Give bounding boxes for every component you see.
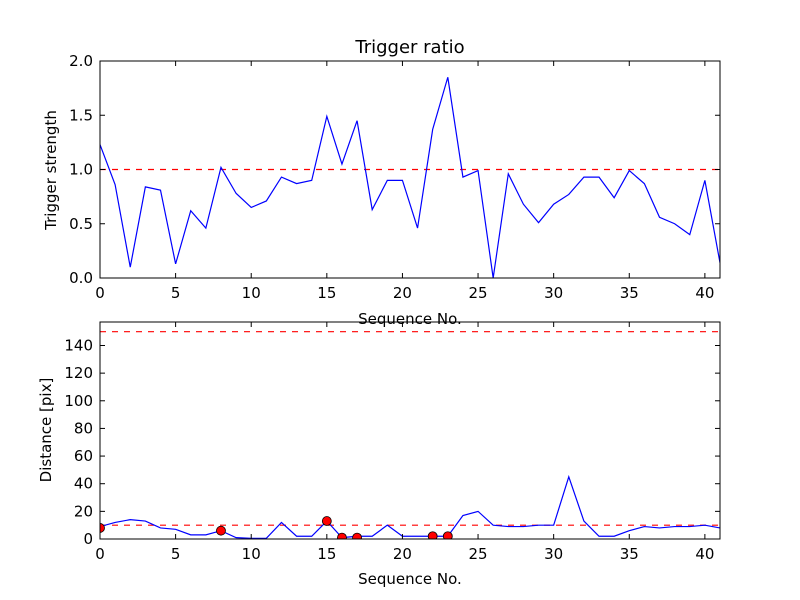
distance-y-axis-label: Distance [pix] <box>37 378 55 483</box>
distance-y-tick-label: 60 <box>74 447 93 465</box>
trigger-axes-frame <box>99 60 721 279</box>
distance-marker-point <box>321 516 332 526</box>
distance-axis-ticks: 0 5 10 15 20 25 30 35 40 0 20 40 60 80 100 120 140 <box>64 322 720 563</box>
trigger-x-tick-label: 10 <box>242 284 261 302</box>
distance-y-tick-label: 140 <box>64 336 93 354</box>
distance-y-tick-label: 80 <box>74 419 93 437</box>
trigger-y-axis-label: Trigger strength <box>42 110 60 231</box>
distance-y-tick-label: 20 <box>74 502 93 520</box>
distance-chart: 0 5 10 15 20 25 30 35 40 0 20 40 60 80 100 120 140 Seque… <box>37 321 721 588</box>
distance-marker-point <box>337 532 347 539</box>
distance-y-tick-label: 0 <box>83 530 93 548</box>
trigger-x-tick-label: 35 <box>620 284 639 302</box>
trigger-plot-area <box>100 77 720 278</box>
trigger-y-tick-label: 0.5 <box>69 215 93 233</box>
trigger-x-tick-label: 40 <box>695 284 714 302</box>
distance-series-line-0 <box>100 474 720 539</box>
trigger-x-tick-label: 25 <box>469 284 488 302</box>
distance-x-tick-label: 35 <box>620 545 639 563</box>
distance-x-tick-label: 5 <box>171 545 181 563</box>
distance-marker-point <box>442 531 453 539</box>
trigger-x-tick-label: 5 <box>171 284 181 302</box>
distance-x-tick-label: 15 <box>317 545 336 563</box>
trigger-x-tick-label: 0 <box>95 284 105 302</box>
distance-axes-frame <box>99 321 721 540</box>
distance-x-tick-label: 0 <box>95 545 105 563</box>
trigger-x-tick-label: 20 <box>393 284 412 302</box>
distance-x-axis-label: Sequence No. <box>358 570 462 588</box>
distance-marker-point <box>100 523 105 533</box>
trigger-y-tick-label: 1.5 <box>69 106 93 124</box>
chart-title: Trigger ratio <box>354 37 464 58</box>
trigger-x-axis-label: Sequence No. <box>358 310 462 328</box>
distance-x-tick-label: 20 <box>393 545 412 563</box>
distance-x-tick-label: 30 <box>544 545 563 563</box>
trigger-x-tick-label: 15 <box>317 284 336 302</box>
distance-x-tick-label: 25 <box>469 545 488 563</box>
distance-marker-point <box>216 525 226 536</box>
distance-y-tick-label: 40 <box>74 475 93 493</box>
trigger-x-tick-label: 30 <box>544 284 563 302</box>
trigger-ratio-chart: Trigger ratio 0 5 10 15 20 25 30 35 40 0.0 0.5 1.0 1… <box>42 37 721 328</box>
distance-marker-point <box>427 531 438 539</box>
trigger-axis-ticks: 0 5 10 15 20 25 30 35 40 0.0 0.5 1.0 1.5 2.0 <box>69 52 720 302</box>
distance-x-tick-label: 40 <box>695 545 714 563</box>
trigger-y-tick-label: 2.0 <box>69 52 93 70</box>
distance-y-tick-label: 120 <box>64 364 93 382</box>
distance-marker-point <box>352 532 362 539</box>
trigger-y-tick-label: 0.0 <box>69 269 93 287</box>
distance-y-tick-label: 100 <box>64 392 93 410</box>
distance-x-tick-label: 10 <box>242 545 261 563</box>
trigger-y-tick-label: 1.0 <box>69 161 93 179</box>
trigger-series-line-0 <box>100 77 720 278</box>
distance-plot-area <box>100 331 720 539</box>
